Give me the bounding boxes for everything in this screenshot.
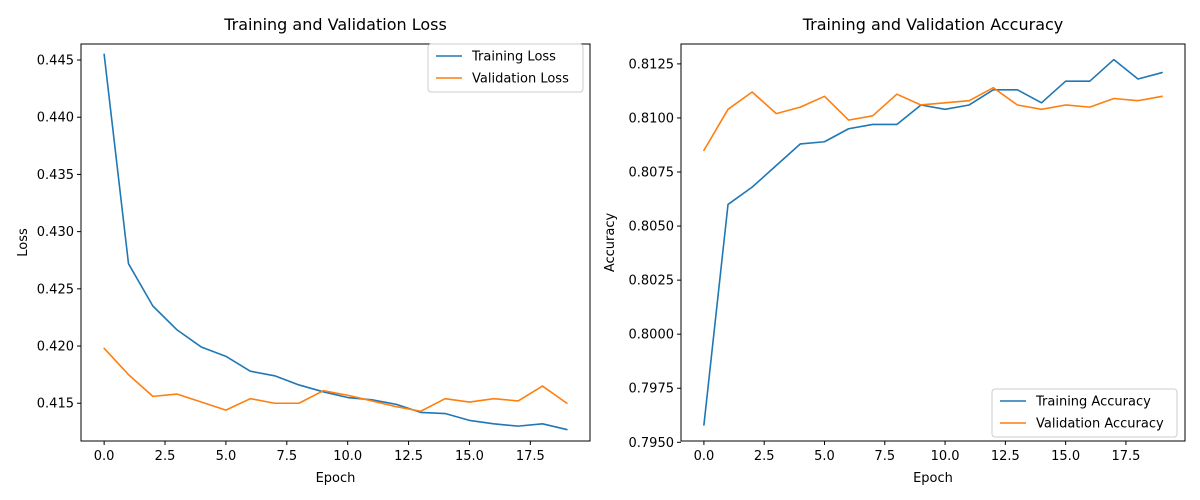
x-tick-label: 0.0 (94, 449, 115, 464)
x-tick-label: 10.0 (931, 449, 960, 464)
y-axis-label: Loss (16, 228, 31, 257)
x-tick-label: 15.0 (455, 449, 484, 464)
x-tick-label: 17.5 (516, 449, 545, 464)
y-tick-label: 0.8075 (629, 166, 675, 181)
legend-label: Training Accuracy (1035, 395, 1151, 410)
legend-label: Training Loss (471, 50, 556, 65)
y-tick-label: 0.7950 (629, 436, 675, 451)
y-tick-label: 0.7975 (629, 382, 675, 397)
plot-frame (80, 43, 591, 442)
y-tick-label: 0.435 (37, 168, 74, 183)
x-tick-label: 0.0 (694, 449, 715, 464)
series-line-training-loss (103, 53, 568, 431)
x-axis-label: Epoch (913, 471, 953, 486)
x-tick-label: 10.0 (333, 449, 362, 464)
accuracy-chart: Training and Validation Accuracy 0.0 2.5 5.… (603, 15, 1186, 486)
x-tick-label: 12.5 (394, 449, 423, 464)
x-tick-label: 2.5 (754, 449, 775, 464)
legend: Training Loss Validation Loss (427, 43, 584, 93)
y-tick-label: 0.8025 (629, 274, 675, 289)
y-tick-label: 0.8000 (629, 328, 675, 343)
y-tick-label: 0.425 (37, 282, 74, 297)
loss-chart: Training and Validation Loss 0.0 2.5 5.0 7.5… (16, 15, 591, 486)
x-tick-label: 12.5 (991, 449, 1020, 464)
legend-box (427, 43, 584, 93)
legend-label: Validation Accuracy (1036, 417, 1164, 432)
y-tick-label: 0.8050 (629, 220, 675, 235)
series-line-validation-accuracy (703, 86, 1163, 152)
y-axis-label: Accuracy (603, 213, 618, 273)
series-line-validation-loss (103, 347, 568, 413)
y-tick-label: 0.440 (37, 111, 74, 126)
x-tick-label: 7.5 (276, 449, 297, 464)
legend: Training Accuracy Validation Accuracy (991, 388, 1178, 438)
chart-title: Training and Validation Loss (223, 15, 447, 34)
y-tick-label: 0.8100 (629, 111, 675, 126)
y-tick-label: 0.430 (37, 225, 74, 240)
x-tick-label: 5.0 (216, 449, 237, 464)
legend-label: Validation Loss (472, 72, 569, 87)
chart-title: Training and Validation Accuracy (802, 15, 1064, 34)
x-tick-label: 2.5 (155, 449, 176, 464)
y-tick-label: 0.8125 (629, 57, 675, 72)
x-tick-label: 7.5 (874, 449, 895, 464)
y-tick-label: 0.445 (37, 54, 74, 69)
x-axis-label: Epoch (316, 471, 356, 486)
x-tick-label: 5.0 (814, 449, 835, 464)
series-line-training-accuracy (703, 58, 1163, 426)
x-tick-label: 15.0 (1051, 449, 1080, 464)
y-tick-label: 0.415 (37, 397, 74, 412)
legend-box (991, 388, 1178, 438)
x-tick-label: 17.5 (1111, 449, 1140, 464)
plot-frame (680, 43, 1186, 442)
y-tick-label: 0.420 (37, 340, 74, 355)
